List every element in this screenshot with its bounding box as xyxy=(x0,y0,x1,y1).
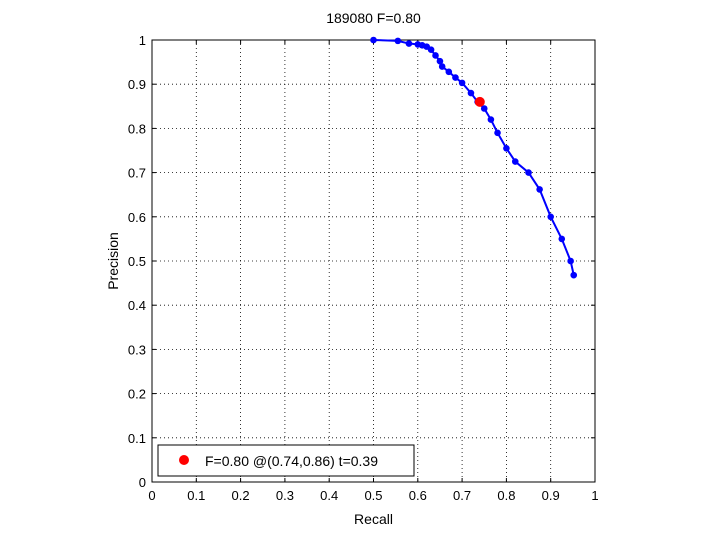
best-f-point xyxy=(474,96,485,107)
x-tick-label: 0.8 xyxy=(497,488,515,503)
data-point xyxy=(494,129,501,137)
data-point xyxy=(467,89,475,97)
data-point xyxy=(487,116,495,123)
data-point xyxy=(427,46,435,54)
data-point xyxy=(394,37,402,45)
y-tick-label: 0.3 xyxy=(128,342,146,357)
y-tick-label: 0.9 xyxy=(128,77,146,92)
y-tick-label: 0.8 xyxy=(128,121,146,136)
ticks: 0 0.1 0.2 0.3 0.4 0.5 0.6 0.7 0.8 0.9 1 0 0.1 0.2 0.3 0… xyxy=(128,33,599,503)
data-point xyxy=(432,52,439,59)
data-point xyxy=(405,40,413,47)
y-axis-label: Precision xyxy=(105,232,121,290)
x-tick-label: 0.9 xyxy=(542,488,560,503)
chart-title: 189080 F=0.80 xyxy=(326,10,421,26)
data-point xyxy=(452,74,459,81)
x-tick-label: 0.4 xyxy=(320,488,338,503)
x-tick-label: 0 xyxy=(148,488,155,503)
data-point xyxy=(438,63,446,70)
data-point xyxy=(536,186,543,193)
x-tick-label: 0.6 xyxy=(409,488,427,503)
legend: F=0.80 @(0.74,0.86) t=0.39 xyxy=(157,444,415,477)
data-point xyxy=(445,68,453,76)
data-point xyxy=(370,36,377,44)
legend-marker xyxy=(179,455,189,465)
data-point xyxy=(558,235,566,243)
data-point xyxy=(570,271,578,279)
x-tick-label: 0.2 xyxy=(232,488,250,503)
x-tick-label: 0.1 xyxy=(187,488,205,503)
legend-entry: F=0.80 @(0.74,0.86) t=0.39 xyxy=(205,453,378,469)
data-point xyxy=(525,169,532,176)
series xyxy=(370,36,578,279)
highlight xyxy=(474,96,485,107)
data-point xyxy=(480,105,488,112)
y-tick-label: 0.4 xyxy=(128,298,146,313)
x-axis-label: Recall xyxy=(354,511,393,527)
data-point xyxy=(458,79,466,87)
y-tick-label: 0.2 xyxy=(128,387,146,402)
y-tick-label: 0.1 xyxy=(128,431,146,446)
y-tick-label: 0.7 xyxy=(128,166,146,181)
x-tick-label: 1 xyxy=(591,488,598,503)
data-point xyxy=(511,158,519,165)
y-tick-label: 0.6 xyxy=(128,210,146,225)
data-point xyxy=(436,57,444,65)
data-point xyxy=(503,144,510,152)
x-tick-label: 0.7 xyxy=(453,488,471,503)
grid xyxy=(152,40,595,482)
data-point xyxy=(567,257,574,265)
data-point xyxy=(547,213,554,221)
x-tick-label: 0.5 xyxy=(364,488,382,503)
y-tick-label: 1 xyxy=(139,33,146,48)
legend-box xyxy=(157,444,415,477)
x-tick-label: 0.3 xyxy=(276,488,294,503)
y-tick-label: 0 xyxy=(139,475,146,490)
y-tick-label: 0.5 xyxy=(128,254,146,269)
